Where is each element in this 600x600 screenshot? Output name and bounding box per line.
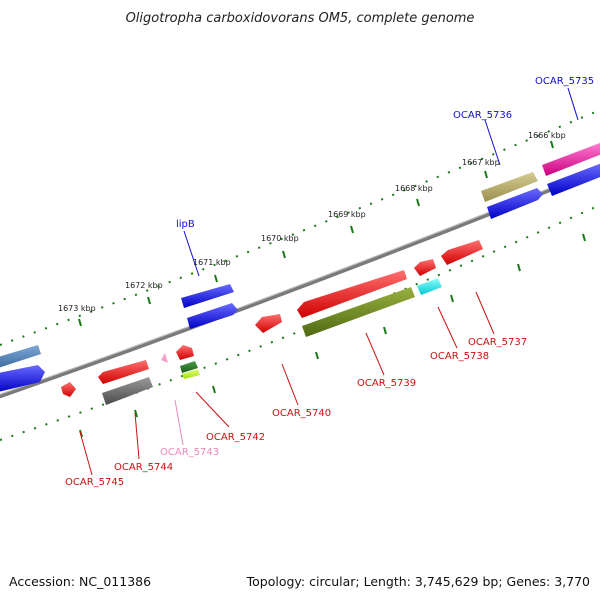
outer-major-ticks: [78, 140, 554, 327]
gene-arrow-OCAR_5743[interactable]: [161, 353, 168, 363]
scale-label-1673: 1673 kbp: [58, 304, 96, 313]
gene-arrow-OCAR_5738[interactable]: [414, 259, 436, 276]
gene-label-OCAR_5743: OCAR_5743: [160, 447, 219, 458]
gene-arrow[interactable]: [102, 377, 153, 405]
map-title: Oligotropha carboxidovorans OM5, complet…: [126, 11, 475, 26]
gene-arrow[interactable]: [182, 369, 200, 379]
gene-arrow[interactable]: [0, 365, 45, 392]
scale-label-1669: 1669 kbp: [328, 210, 366, 219]
gene-label-OCAR_5742: OCAR_5742: [206, 432, 265, 443]
gene-arrow[interactable]: [417, 278, 442, 295]
scale-label-1670: 1670 kbp: [261, 234, 299, 243]
scale-label-1666: 1666 kbp: [528, 131, 566, 140]
forward-strand-genes: [0, 143, 600, 392]
scale-label-1671: 1671 kbp: [193, 258, 231, 267]
gene-arrow[interactable]: [547, 163, 600, 196]
reverse-strand-genes: [61, 240, 483, 405]
accession-text: Accession: NC_011386: [9, 574, 151, 589]
inner-scale-ring: [0, 204, 600, 441]
genome-summary-text: Topology: circular; Length: 3,745,629 bp…: [246, 574, 590, 589]
gene-label-OCAR_5737: OCAR_5737: [468, 337, 527, 348]
gene-arrow[interactable]: [180, 361, 198, 373]
scale-label-1672: 1672 kbp: [125, 281, 163, 290]
gene-arrow-OCAR_5744[interactable]: [98, 360, 149, 384]
gene-arrow[interactable]: [487, 188, 543, 219]
gene-arrow[interactable]: [0, 345, 41, 368]
leader-lines: [79, 87, 579, 476]
inner-major-ticks: [79, 233, 586, 438]
gene-arrow[interactable]: [187, 303, 238, 329]
gene-label-OCAR_5740: OCAR_5740: [272, 408, 331, 419]
gene-arrow[interactable]: [302, 287, 415, 337]
gene-label-OCAR_5745: OCAR_5745: [65, 477, 124, 488]
gene-arrow-OCAR_5739[interactable]: [297, 270, 407, 318]
gene-arrow-OCAR_5742[interactable]: [176, 345, 194, 360]
gene-label-lipB: lipB: [176, 219, 195, 230]
gene-arrow-OCAR_5736[interactable]: [481, 172, 538, 202]
gene-label-OCAR_5735: OCAR_5735: [535, 76, 594, 87]
gene-label-OCAR_5736: OCAR_5736: [453, 110, 512, 121]
gene-arrow-lipB[interactable]: [181, 284, 234, 308]
gene-label-OCAR_5739: OCAR_5739: [357, 378, 416, 389]
gene-label-OCAR_5744: OCAR_5744: [114, 462, 173, 473]
gene-arrow-OCAR_5745[interactable]: [61, 382, 76, 397]
gene-arrow-OCAR_5737[interactable]: [441, 240, 483, 265]
gene-arrow-OCAR_5735[interactable]: [542, 143, 600, 176]
scale-label-1668: 1668 kbp: [395, 184, 433, 193]
gene-arrow-OCAR_5740[interactable]: [255, 314, 282, 333]
gene-label-OCAR_5738: OCAR_5738: [430, 351, 489, 362]
scale-label-1667: 1667 kbp: [462, 158, 500, 167]
